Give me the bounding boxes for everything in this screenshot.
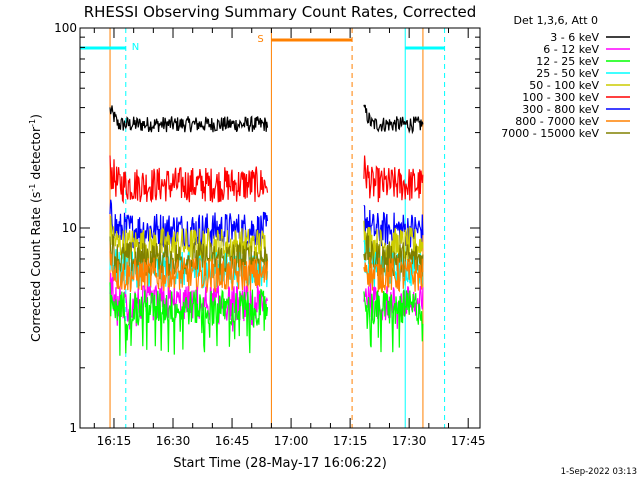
legend-label: 3 - 6 keV [550, 31, 599, 44]
legend-label: 7000 - 15000 keV [501, 127, 599, 140]
y-axis-label-sup: -1 [28, 184, 37, 192]
chart-title: RHESSI Observing Summary Count Rates, Co… [84, 3, 477, 21]
x-tick-label: 17:45 [451, 434, 486, 448]
y-axis-label-sup2: -1 [28, 119, 37, 127]
y-tick-label: 10 [62, 221, 77, 235]
y-tick-label: 100 [54, 21, 77, 35]
legend-label: 300 - 800 keV [522, 103, 599, 116]
x-tick-label: 16:45 [215, 434, 250, 448]
y-axis-label: Corrected Count Rate (s-1 detector-1) [28, 114, 43, 342]
legend-label: 12 - 25 keV [536, 55, 599, 68]
y-axis-label-end: ) [28, 114, 43, 119]
series-line [363, 232, 424, 277]
legend-label: 25 - 50 keV [536, 67, 599, 80]
flag-label: S [257, 34, 263, 45]
x-tick-label: 16:15 [97, 434, 132, 448]
series-line [363, 289, 424, 353]
y-axis-label-main: Corrected Count Rate (s [28, 192, 43, 342]
y-axis-label-mid: detector [28, 126, 43, 184]
series-line [363, 155, 424, 203]
legend-label: 50 - 100 keV [529, 79, 599, 92]
x-tick-label: 17:30 [392, 434, 427, 448]
x-tick-label: 17:15 [333, 434, 368, 448]
data-layer: NS [80, 28, 446, 428]
series-line [109, 282, 269, 356]
timestamp: 1-Sep-2022 03:13 [561, 467, 637, 477]
x-axis-label: Start Time (28-May-17 16:06:22) [173, 456, 387, 471]
flag-label: N [132, 42, 139, 53]
x-tick-label: 17:00 [274, 434, 309, 448]
series-line [109, 105, 269, 133]
series-line [109, 155, 269, 204]
y-tick-label: 1 [69, 421, 77, 435]
legend-label: 100 - 300 keV [522, 91, 599, 104]
axes-layer: 1 10 100 16:15 16:30 16:45 17:00 17:15 17:30 17:4… [54, 21, 485, 448]
legend-title: Det 1,3,6, Att 0 [514, 14, 598, 27]
series-line [363, 220, 424, 263]
series-line [363, 257, 424, 294]
legend-label: 6 - 12 keV [543, 43, 599, 56]
series-line [363, 104, 424, 135]
legend-label: 800 - 7000 keV [515, 115, 599, 128]
x-tick-label: 16:30 [156, 434, 191, 448]
